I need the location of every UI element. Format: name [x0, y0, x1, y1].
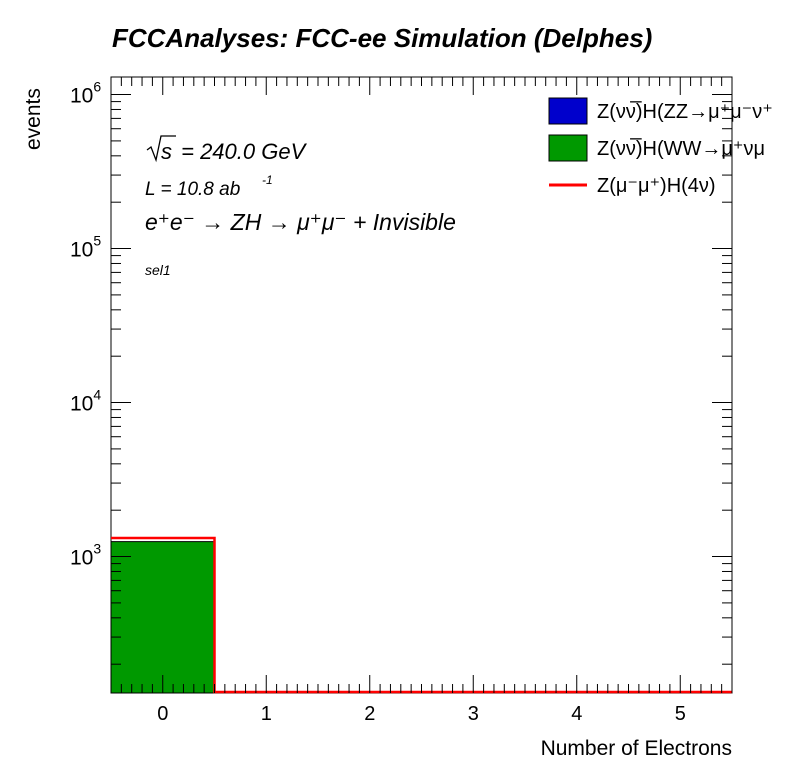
legend-label-0: Z(νν̅)H(ZZ→μ⁺μ⁻ν⁺ — [597, 100, 773, 123]
x-axis-ticks: 0 1 2 3 4 5 — [110, 77, 733, 725]
chart-title: FCCAnalyses: FCC-ee Simulation (Delphes) — [112, 23, 652, 53]
x-axis-label: Number of Electrons — [541, 737, 732, 760]
legend-swatch-0 — [548, 97, 588, 125]
x-tick-label-5: 5 — [675, 703, 686, 725]
legend-swatch-1 — [548, 134, 588, 162]
annotation-energy: s = 240.0 GeV — [146, 135, 308, 164]
annotation-process: e⁺e⁻ → ZH → μ⁺μ⁻ + Invisible — [145, 209, 456, 235]
y-axis-ticks: 103 104 105 106 — [70, 79, 732, 665]
y-tick-label-2: 105 — [70, 233, 101, 262]
x-tick-label-3: 3 — [468, 703, 479, 725]
histogram-bars — [110, 541, 215, 694]
bar-series1-bin0 — [110, 541, 215, 694]
x-tick-label-2: 2 — [364, 703, 375, 725]
y-tick-label-3: 106 — [70, 79, 101, 108]
annotation-lumi-text: L = 10.8 ab — [145, 179, 240, 200]
annotation-energy-value: = 240.0 GeV — [175, 139, 308, 164]
legend-label-1: Z(νν̅)H(WW→μ⁺νμ — [597, 137, 765, 160]
legend: Z(νν̅)H(ZZ→μ⁺μ⁻ν⁺ Z(νν̅)H(WW→μ⁺νμ Z(μ⁻μ⁺)H… — [548, 97, 773, 197]
x-tick-label-4: 4 — [571, 703, 582, 725]
y-axis-label: events — [22, 88, 45, 150]
annotation-lumi: L = 10.8 ab -1 — [145, 173, 273, 200]
y-tick-label-1: 104 — [70, 387, 101, 416]
sqrt-icon — [146, 135, 176, 163]
annotation-sqrt-s: s — [161, 139, 172, 164]
legend-label-2: Z(μ⁻μ⁺)H(4ν) — [597, 175, 716, 197]
y-tick-label-0: 103 — [70, 541, 101, 570]
annotation-lumi-exponent: -1 — [262, 173, 273, 187]
x-tick-label-1: 1 — [261, 703, 272, 725]
annotation-selection: sel1 — [145, 262, 171, 278]
x-tick-label-0: 0 — [157, 703, 168, 725]
